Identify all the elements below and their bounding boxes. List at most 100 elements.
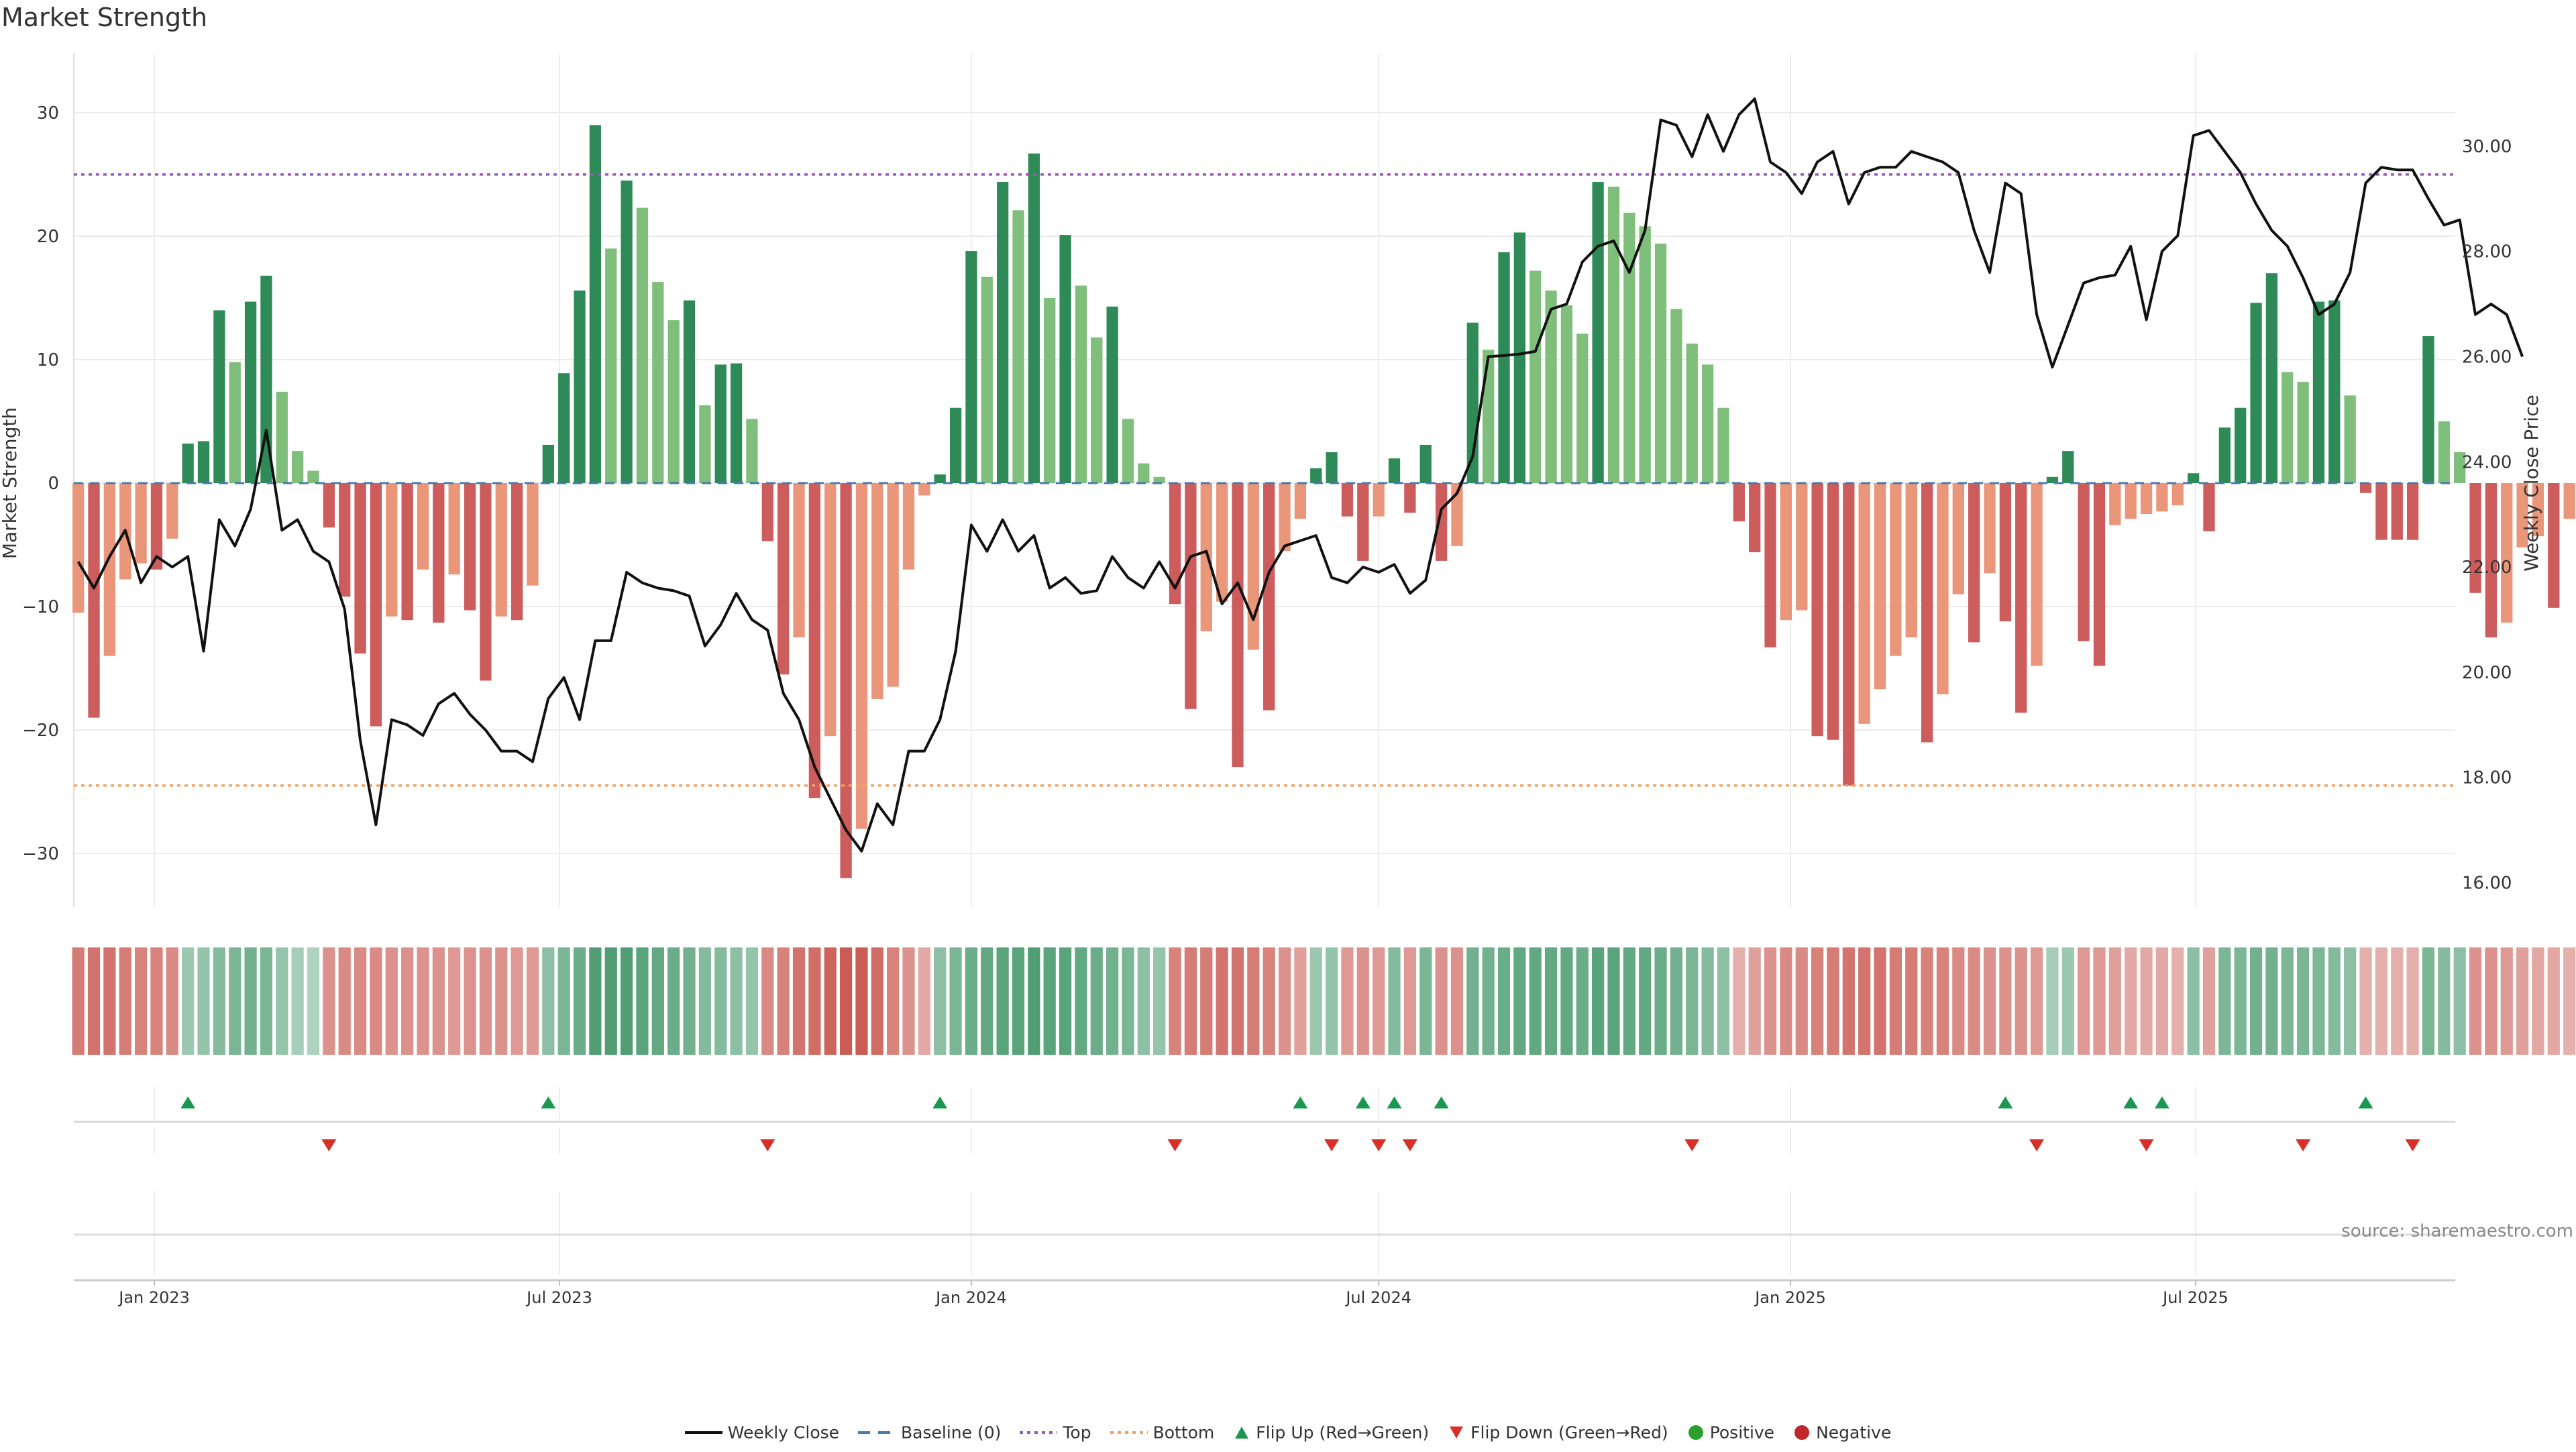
- x-tick-label: Jul 2024: [1344, 1288, 1411, 1307]
- heat-cell: [1905, 947, 1918, 1055]
- heat-cell: [1748, 947, 1761, 1055]
- legend-swatch: [1450, 1426, 1464, 1439]
- heat-cell: [197, 947, 210, 1055]
- legend-item: Flip Down (Green→Red): [1448, 1422, 1668, 1442]
- strength-bar: [2312, 301, 2325, 483]
- strength-bar: [1106, 306, 1118, 483]
- heat-cell: [1388, 947, 1401, 1055]
- heat-cell: [1497, 947, 1511, 1055]
- strength-bar: [2265, 273, 2278, 483]
- strength-bar: [2516, 483, 2528, 548]
- heat-cell: [714, 947, 727, 1055]
- heat-cell: [1200, 947, 1213, 1055]
- strength-bar: [417, 483, 429, 570]
- strength-bar: [1059, 235, 1071, 483]
- flip-up-marker: [2358, 1096, 2373, 1108]
- heat-cell: [557, 947, 570, 1055]
- legend-label: Baseline (0): [901, 1422, 1002, 1443]
- strength-bar: [1576, 333, 1589, 483]
- heat-cell: [1419, 947, 1432, 1055]
- heat-cell: [2202, 947, 2216, 1055]
- strength-bar: [339, 483, 351, 597]
- flip-down-marker: [321, 1139, 337, 1151]
- heat-cell: [2218, 947, 2231, 1055]
- heat-cell: [1043, 947, 1056, 1055]
- legend-swatch-shape: [1450, 1426, 1464, 1439]
- heat-cell: [401, 947, 414, 1055]
- strength-bar: [965, 251, 977, 483]
- heat-cell: [260, 947, 273, 1055]
- strength-bar: [636, 207, 649, 483]
- heat-cell: [573, 947, 586, 1055]
- flip-up-marker: [2154, 1096, 2169, 1108]
- strength-bar: [448, 483, 460, 575]
- legend-swatch: [1794, 1424, 1810, 1440]
- heat-cell: [2438, 947, 2451, 1055]
- y-tick-label: 30: [37, 103, 59, 123]
- flip-down-marker: [2139, 1139, 2154, 1151]
- heat-cell: [683, 947, 696, 1055]
- strength-bar: [1388, 458, 1401, 483]
- strength-bar: [1749, 483, 1761, 553]
- y2-tick-label: 26.00: [2462, 348, 2512, 368]
- heat-cell: [182, 947, 195, 1055]
- strength-bar: [2359, 483, 2372, 493]
- heat-cell: [2453, 947, 2466, 1055]
- strength-bar: [793, 483, 805, 637]
- heat-cell: [479, 947, 492, 1055]
- legend-item: Top: [1020, 1422, 1091, 1443]
- strength-bar: [777, 483, 790, 675]
- strength-bar: [2282, 372, 2294, 483]
- heat-cell: [2093, 947, 2106, 1055]
- y-tick-label: −30: [22, 844, 59, 864]
- strength-bar: [2548, 483, 2560, 608]
- source-credit: source: sharemaestro.com: [2341, 1221, 2573, 1241]
- legend-label: Top: [1063, 1422, 1091, 1443]
- strength-bar: [558, 373, 570, 483]
- strength-bar: [2203, 483, 2215, 531]
- heat-cell: [1169, 947, 1181, 1055]
- heat-cell: [385, 947, 398, 1055]
- strength-bar: [714, 364, 727, 483]
- strength-bar: [746, 419, 758, 483]
- strength-bar: [1874, 483, 1886, 690]
- strength-bar: [2218, 427, 2231, 483]
- legend-swatch: [1020, 1431, 1058, 1434]
- heat-cell: [1936, 947, 1949, 1055]
- flip-down-marker: [1167, 1139, 1183, 1151]
- flip-down-marker: [2405, 1139, 2420, 1151]
- y-axis-title: Market Strength: [0, 407, 21, 559]
- strength-bar: [589, 125, 602, 483]
- strength-bar: [2250, 303, 2262, 483]
- heat-cell: [354, 947, 367, 1055]
- strength-bar: [605, 248, 617, 483]
- heat-cell: [2547, 947, 2560, 1055]
- heat-cell: [871, 947, 883, 1055]
- legend-item: Flip Up (Red→Green): [1233, 1422, 1429, 1442]
- strength-bar: [1639, 226, 1651, 483]
- strength-bar: [495, 483, 507, 617]
- heat-cell: [1482, 947, 1495, 1055]
- heat-cell: [1184, 947, 1197, 1055]
- strength-bar: [2125, 483, 2137, 519]
- legend-item: Positive: [1687, 1422, 1774, 1442]
- heat-cell: [276, 947, 288, 1055]
- strength-bar: [2062, 451, 2074, 483]
- strength-bar: [1044, 298, 1056, 483]
- strength-bar: [1545, 290, 1557, 483]
- strength-bar: [1091, 337, 1103, 483]
- strength-bar: [1012, 210, 1024, 483]
- x-tick-label: Jan 2025: [1754, 1288, 1826, 1307]
- strength-bar: [1341, 483, 1354, 517]
- flip-up-marker: [932, 1096, 948, 1108]
- strength-bar: [652, 282, 664, 483]
- heat-cell: [291, 947, 304, 1055]
- heat-cell: [1059, 947, 1072, 1055]
- heat-cell: [2078, 947, 2090, 1055]
- heat-cell: [2500, 947, 2513, 1055]
- legend-swatch-shape: [1235, 1426, 1249, 1439]
- strength-bar: [244, 301, 257, 483]
- legend-item: Bottom: [1110, 1422, 1214, 1442]
- heat-cell: [808, 947, 821, 1055]
